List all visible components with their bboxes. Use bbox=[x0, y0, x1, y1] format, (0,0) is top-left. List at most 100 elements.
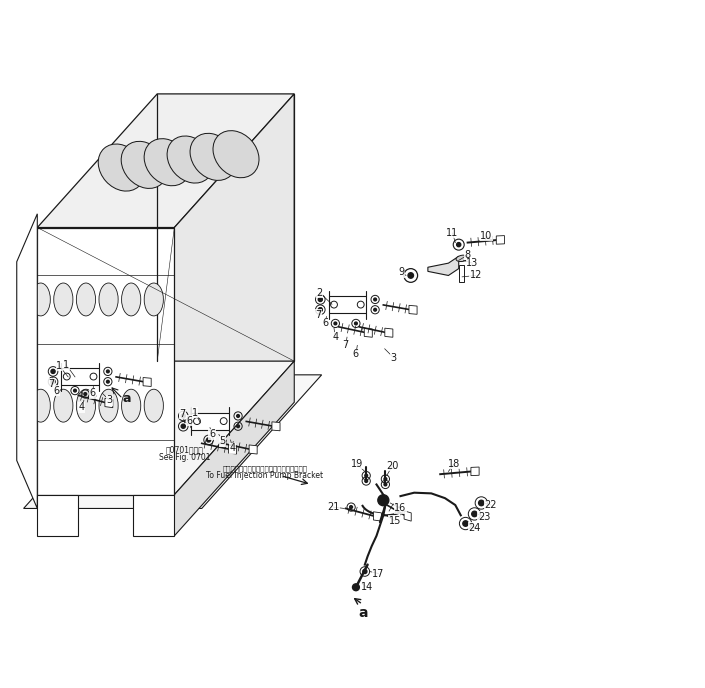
Polygon shape bbox=[428, 257, 459, 275]
Circle shape bbox=[384, 483, 387, 486]
Text: 14: 14 bbox=[362, 582, 374, 592]
Text: 20: 20 bbox=[386, 461, 398, 471]
Circle shape bbox=[378, 495, 389, 506]
Ellipse shape bbox=[54, 389, 73, 422]
Polygon shape bbox=[496, 235, 505, 244]
Text: 13: 13 bbox=[466, 258, 479, 268]
Circle shape bbox=[364, 480, 367, 482]
Text: 16: 16 bbox=[394, 504, 407, 513]
Ellipse shape bbox=[31, 283, 50, 316]
Circle shape bbox=[51, 369, 55, 374]
Text: 図0701図参照: 図0701図参照 bbox=[166, 446, 204, 455]
Ellipse shape bbox=[144, 139, 190, 186]
Polygon shape bbox=[143, 378, 151, 387]
Text: 10: 10 bbox=[480, 230, 492, 241]
Ellipse shape bbox=[121, 141, 167, 189]
Bar bbox=[192, 413, 229, 429]
Polygon shape bbox=[105, 398, 113, 408]
Text: 6: 6 bbox=[353, 350, 359, 359]
Polygon shape bbox=[37, 495, 78, 536]
Text: 7: 7 bbox=[343, 341, 349, 350]
Text: 11: 11 bbox=[446, 228, 459, 238]
Ellipse shape bbox=[213, 131, 259, 178]
Circle shape bbox=[350, 506, 352, 508]
Circle shape bbox=[106, 370, 109, 373]
Circle shape bbox=[84, 393, 87, 396]
Circle shape bbox=[207, 438, 211, 442]
Text: To Fuel Injection Pump Bracket: To Fuel Injection Pump Bracket bbox=[207, 471, 324, 480]
Circle shape bbox=[364, 474, 367, 477]
Polygon shape bbox=[404, 511, 411, 521]
Text: 6: 6 bbox=[322, 319, 328, 328]
Text: 24: 24 bbox=[468, 523, 481, 533]
Polygon shape bbox=[37, 94, 294, 228]
Circle shape bbox=[462, 521, 468, 526]
Ellipse shape bbox=[121, 283, 141, 316]
Polygon shape bbox=[249, 445, 257, 454]
Ellipse shape bbox=[167, 136, 213, 183]
Text: 6: 6 bbox=[89, 388, 95, 398]
Ellipse shape bbox=[145, 283, 164, 316]
Text: 4: 4 bbox=[79, 402, 85, 412]
Text: a: a bbox=[358, 605, 367, 620]
Ellipse shape bbox=[76, 283, 96, 316]
Circle shape bbox=[408, 272, 414, 278]
Circle shape bbox=[318, 308, 322, 312]
Polygon shape bbox=[272, 422, 280, 431]
Polygon shape bbox=[133, 495, 174, 536]
Text: 5: 5 bbox=[219, 436, 226, 447]
Polygon shape bbox=[374, 512, 381, 521]
Polygon shape bbox=[37, 361, 294, 495]
Polygon shape bbox=[364, 328, 372, 337]
Circle shape bbox=[374, 298, 376, 301]
Circle shape bbox=[352, 584, 360, 591]
Text: 6: 6 bbox=[209, 429, 215, 440]
Circle shape bbox=[363, 570, 367, 574]
Ellipse shape bbox=[76, 389, 96, 422]
Circle shape bbox=[355, 322, 357, 325]
Ellipse shape bbox=[121, 389, 141, 422]
Circle shape bbox=[73, 389, 76, 392]
Ellipse shape bbox=[456, 255, 468, 261]
Polygon shape bbox=[228, 445, 237, 454]
Text: 6: 6 bbox=[54, 385, 59, 396]
Circle shape bbox=[237, 425, 240, 428]
Bar bbox=[61, 368, 99, 385]
Text: 1: 1 bbox=[192, 407, 198, 418]
Ellipse shape bbox=[98, 144, 145, 191]
Text: 19: 19 bbox=[350, 459, 363, 469]
Circle shape bbox=[472, 511, 477, 517]
Text: 7: 7 bbox=[48, 378, 54, 389]
Text: 9: 9 bbox=[399, 267, 405, 277]
Circle shape bbox=[457, 243, 461, 247]
Bar bbox=[329, 296, 366, 313]
Ellipse shape bbox=[99, 389, 118, 422]
Text: 8: 8 bbox=[465, 250, 471, 260]
Text: 7: 7 bbox=[315, 310, 321, 319]
Circle shape bbox=[384, 477, 387, 480]
Circle shape bbox=[181, 424, 185, 429]
Text: 18: 18 bbox=[448, 459, 460, 469]
Polygon shape bbox=[385, 328, 393, 337]
Circle shape bbox=[374, 308, 376, 311]
Text: 4: 4 bbox=[332, 332, 338, 342]
Polygon shape bbox=[174, 94, 294, 495]
Text: フェルインジェクションポンプブラケットへ: フェルインジェクションポンプブラケットへ bbox=[222, 465, 307, 472]
Polygon shape bbox=[409, 305, 417, 314]
Ellipse shape bbox=[145, 389, 164, 422]
Text: 3: 3 bbox=[106, 395, 112, 405]
Text: 1: 1 bbox=[56, 361, 62, 371]
Circle shape bbox=[237, 415, 240, 418]
Text: 15: 15 bbox=[388, 516, 401, 526]
Circle shape bbox=[181, 414, 185, 418]
Text: See Fig. 0701: See Fig. 0701 bbox=[159, 453, 210, 462]
Text: 23: 23 bbox=[478, 512, 490, 522]
Circle shape bbox=[318, 297, 322, 301]
Circle shape bbox=[479, 500, 484, 506]
Text: 7: 7 bbox=[180, 409, 185, 419]
Text: 17: 17 bbox=[372, 568, 385, 579]
Polygon shape bbox=[174, 361, 294, 536]
Ellipse shape bbox=[190, 133, 236, 180]
Text: 12: 12 bbox=[470, 270, 482, 281]
Polygon shape bbox=[23, 375, 321, 508]
